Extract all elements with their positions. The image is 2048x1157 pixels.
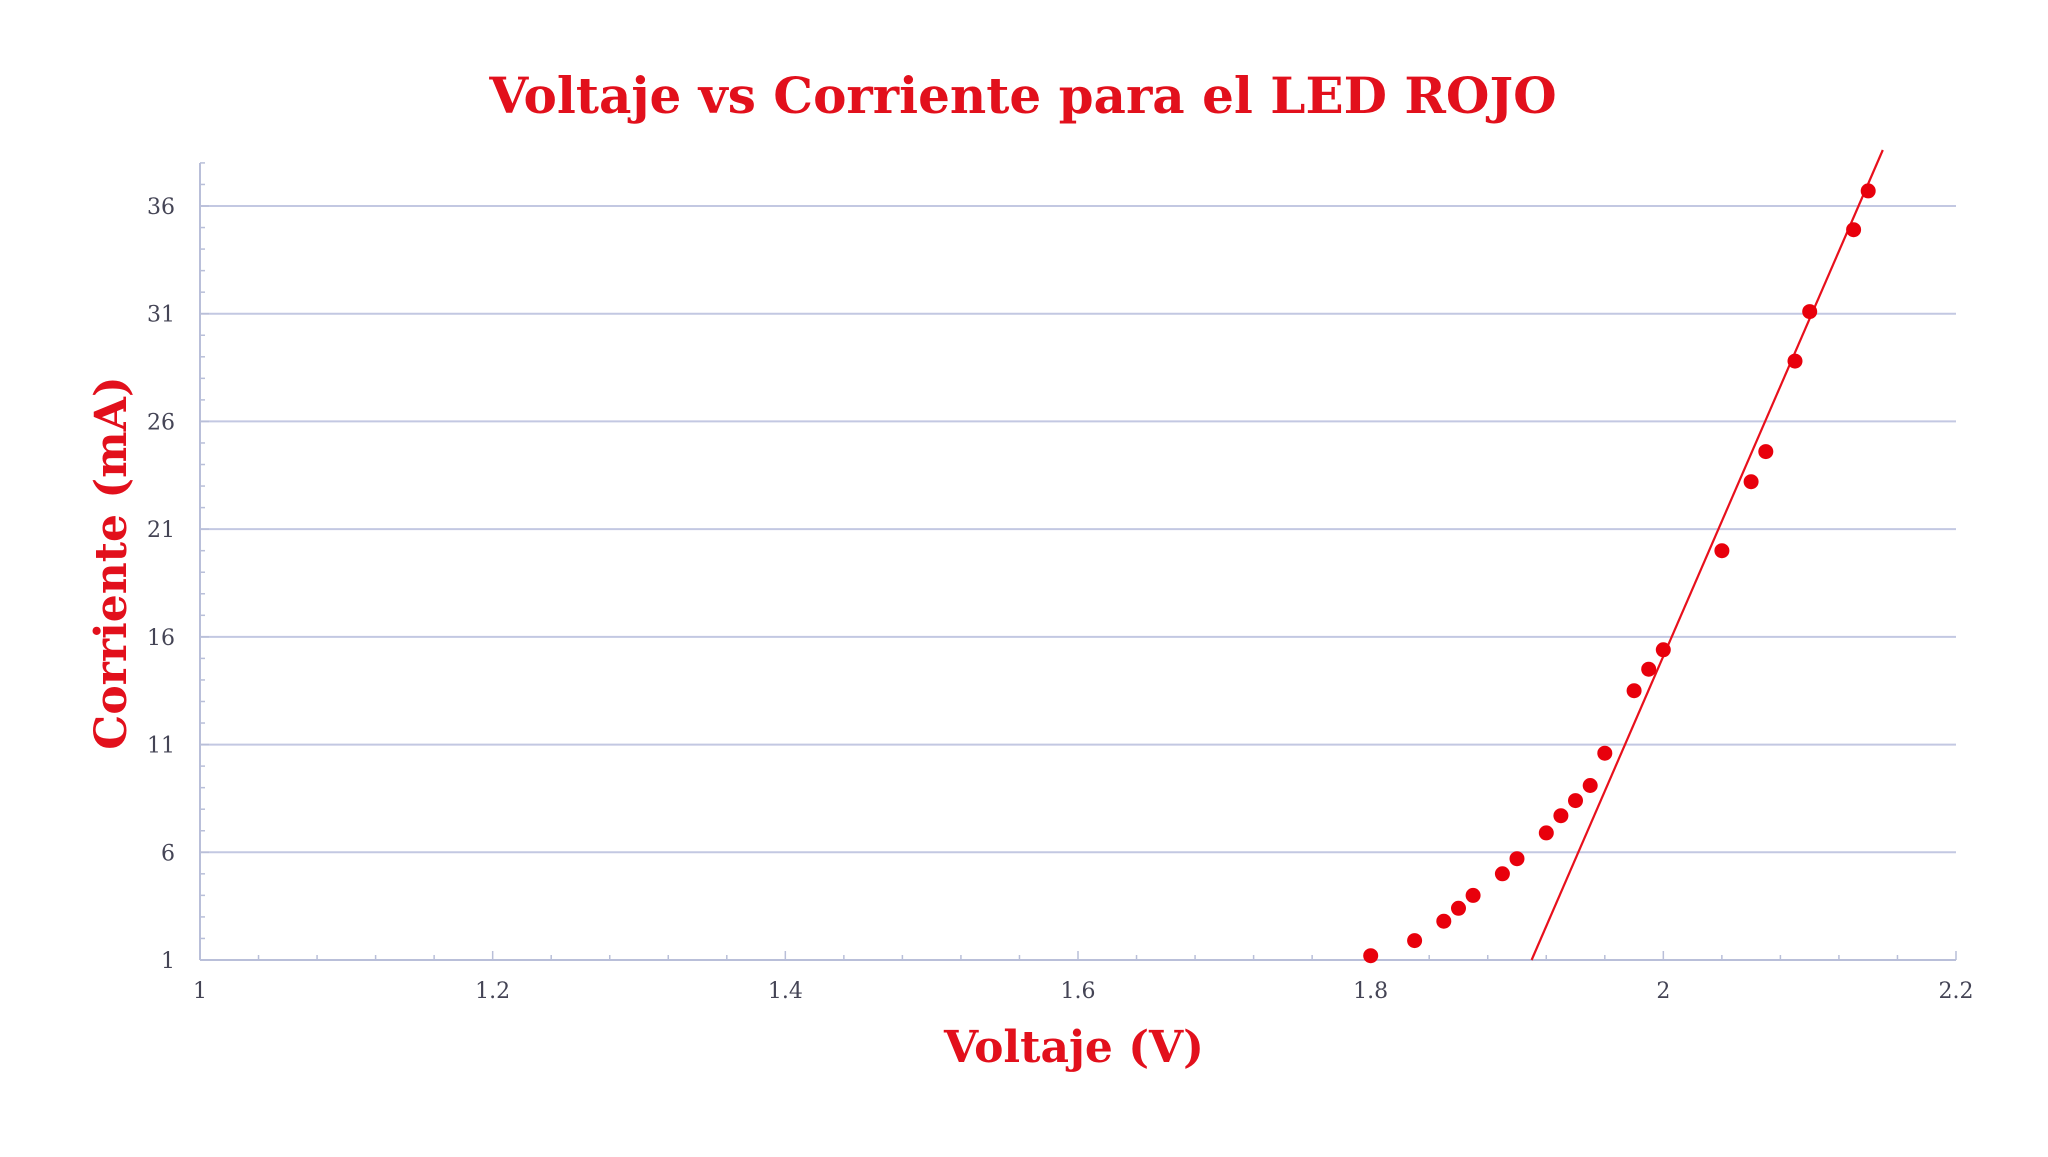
data-point [1860,183,1876,199]
data-point [1655,642,1671,658]
data-point [1641,661,1657,677]
axes [199,162,1957,961]
y-axis-title: Corriente (mA) [86,376,137,749]
x-tick-label: 2 [1656,979,1670,1004]
data-point [1538,825,1554,841]
data-point [1714,543,1730,559]
data-point [1509,851,1525,867]
fit-line-group [1530,149,1884,961]
data-point [1787,353,1803,369]
data-points [1363,183,1876,964]
data-point [1451,900,1466,916]
y-tick-label: 11 [147,734,175,759]
y-tick-label: 36 [147,195,175,220]
data-point [1802,304,1818,320]
x-tick-label: 2.2 [1939,979,1974,1004]
x-tick-label: 1.4 [768,979,803,1004]
y-tick-label: 26 [147,410,175,435]
x-tick-label: 1 [193,979,207,1004]
y-tick-label: 16 [147,626,175,651]
data-point [1758,444,1774,460]
data-point [1846,222,1862,238]
data-point [1568,793,1583,809]
data-point [1465,887,1481,903]
y-tick-label: 6 [161,841,175,866]
grid-lines [200,205,1956,854]
y-tick-label: 31 [147,303,175,328]
data-point [1582,778,1598,793]
data-point [1494,866,1510,882]
x-tick-label: 1.8 [1353,979,1388,1004]
data-point [1626,683,1642,699]
data-point [1407,933,1423,949]
data-point [1553,808,1569,824]
x-tick-label: 1.6 [1061,979,1096,1004]
fit-line [1530,149,1884,961]
data-point [1363,948,1379,964]
x-axis-title: Voltaje (V) [943,1022,1204,1073]
chart-title: Voltaje vs Corriente para el LED ROJO [488,66,1556,125]
y-tick-label: 21 [147,518,175,543]
data-point [1436,913,1452,929]
x-tick-label: 1.2 [475,979,510,1004]
y-tick-label: 1 [161,949,175,974]
data-point [1743,474,1759,490]
data-point [1597,745,1613,761]
